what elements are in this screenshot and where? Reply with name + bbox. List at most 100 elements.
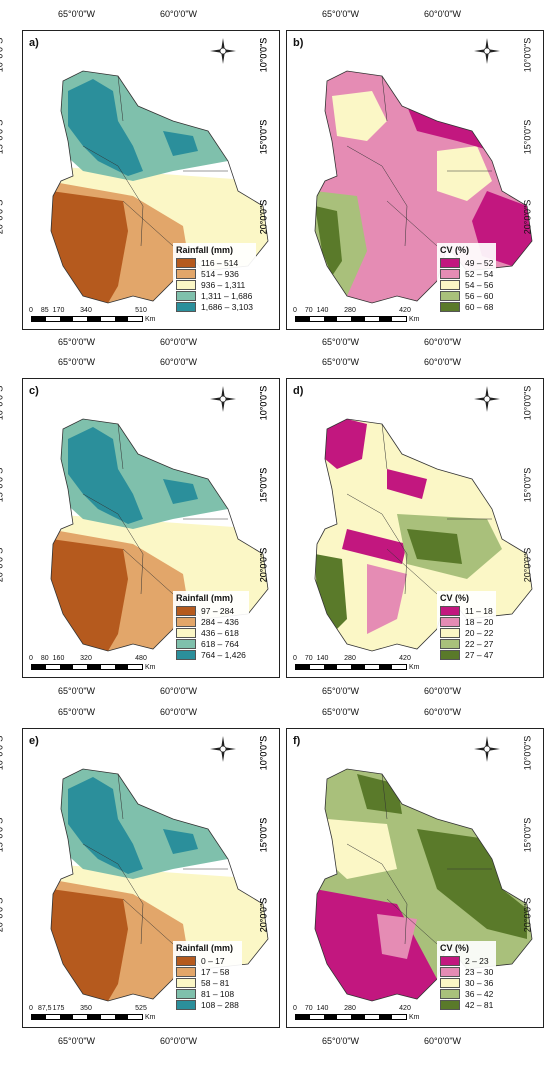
scale-bar: 0 85 170 340 510 Km [29,307,155,323]
map-zone [315,889,437,1001]
country-map [50,418,269,652]
legend-swatch [176,627,196,638]
legend-item: 436 – 618 [176,627,246,638]
legend-label: 1,686 – 3,103 [201,301,253,312]
legend-item: 52 – 54 [440,268,493,279]
legend-label: 27 – 47 [465,649,494,660]
map-zone [68,427,143,524]
longitude-label: 65°0'0"W [322,686,360,696]
legend-title: Rainfall (mm) [176,943,234,953]
north-arrow-icon [474,736,500,762]
longitude-label: 65°0'0"W [58,357,96,367]
legend-swatch [176,616,196,627]
map-zone [417,829,527,939]
map-zone [342,529,407,564]
north-arrow-icon [210,386,236,412]
scale-bar: 0 87,5 175 350 525 Km [29,1005,155,1021]
latitude-label: 15°0'0"S [0,817,5,853]
longitude-label: 60°0'0"W [424,337,462,347]
scale-tick-label: 85 [40,307,49,314]
scale-tick-label: 175 [52,1005,65,1012]
scale-tick-label: 160 [52,655,65,662]
legend-label: 22 – 27 [465,638,494,649]
scale-unit: Km [409,664,420,671]
map-zone [51,191,128,303]
legend-swatch [176,257,196,268]
scale-tick-label: 80 [40,655,49,662]
legend-swatch [440,977,460,988]
map-zone [315,554,347,634]
legend-item: 0 – 17 [176,955,239,966]
legend: Rainfall (mm) 0 – 17 17 – 58 58 – 81 81 – 10… [173,941,242,1012]
latitude-label: 15°0'0"S [0,467,5,503]
north-arrow-icon [474,386,500,412]
legend-item: 42 – 81 [440,999,493,1010]
legend-item: 60 – 68 [440,301,493,312]
legend-item: 20 – 22 [440,627,493,638]
latitude-label: 10°0'0"S [0,735,5,771]
scale-tick-label: 0 [29,1005,33,1012]
legend-swatch [176,290,196,301]
scale-tick-label: 420 [399,655,411,662]
legend-item: 97 – 284 [176,605,246,616]
map-zone [325,819,397,879]
legend: Rainfall (mm) 97 – 284 284 – 436 436 – 618 6… [173,591,249,662]
latitude-label: 10°0'0"S [522,735,533,771]
north-arrow-icon [474,38,500,64]
legend: CV (%) 11 – 18 18 – 20 20 – 22 22 – 27 27 – 4… [437,591,497,662]
legend-item: 108 – 288 [176,999,239,1010]
map-zone [163,479,198,504]
legend-label: 936 – 1,311 [201,279,246,290]
scale-tick-label: 280 [344,307,356,314]
legend-title: CV (%) [440,245,469,255]
scale-tick-label: 0 [29,655,33,662]
legend-item: 2 – 23 [440,955,493,966]
panel-label: c) [29,385,39,397]
scale-tick-label: 70 [304,655,313,662]
legend-item: 27 – 47 [440,649,493,660]
legend-item: 30 – 36 [440,977,493,988]
legend-swatch [440,301,460,312]
longitude-label: 60°0'0"W [160,9,198,19]
longitude-label: 60°0'0"W [424,9,462,19]
department-boundaries [82,75,228,247]
latitude-label: 10°0'0"S [522,385,533,421]
scale-tick-label: 0 [293,1005,297,1012]
latitude-label: 20°0'0"S [0,199,5,235]
latitude-label: 20°0'0"S [522,547,533,583]
legend-item: 81 – 108 [176,988,239,999]
map-zone [377,914,417,959]
latitude-label: 20°0'0"S [522,897,533,933]
map-zone [437,146,492,201]
legend-item: 284 – 436 [176,616,246,627]
scale-tick-label: 70 [304,307,313,314]
legend-item: 1,686 – 3,103 [176,301,253,312]
legend-swatch [440,999,460,1010]
longitude-label: 65°0'0"W [58,707,96,717]
scale-tick-label: 420 [399,1005,411,1012]
legend-label: 11 – 18 [465,605,493,616]
legend-item: 58 – 81 [176,977,239,988]
map-zone [367,564,407,634]
north-arrow-icon [210,736,236,762]
legend-swatch [440,268,460,279]
legend-label: 42 – 81 [465,999,494,1010]
country-map [314,418,533,652]
map-panel-f: f) CV (%) 2 – 23 23 – 30 30 – 36 36 – 42 42 – … [286,728,544,1028]
scale-bar: 0 80 160 320 480 Km [29,655,155,671]
map-panel-d: d) CV (%) 11 – 18 18 – 20 20 – 22 22 – 27 27 –… [286,378,544,678]
legend-swatch [176,268,196,279]
legend: CV (%) 49 – 52 52 – 54 54 – 56 56 – 60 60 – 6… [437,243,497,314]
scale-tick-label: 280 [344,1005,356,1012]
map-panel-c: c) Rainfall (mm) 97 – 284 284 – 436 436 – 61… [22,378,280,678]
legend-label: 108 – 288 [201,999,239,1010]
legend-item: 936 – 1,311 [176,279,253,290]
longitude-label: 60°0'0"W [160,357,198,367]
legend-swatch [440,988,460,999]
map-panel-a: a) Rainfall (mm) 116 – 514 514 – 936 936 – 1… [22,30,280,330]
scale-tick-label: 320 [80,655,92,662]
legend-swatch [440,966,460,977]
longitude-label: 65°0'0"W [322,357,360,367]
scale-tick-label: 140 [316,307,329,314]
legend-label: 618 – 764 [201,638,239,649]
